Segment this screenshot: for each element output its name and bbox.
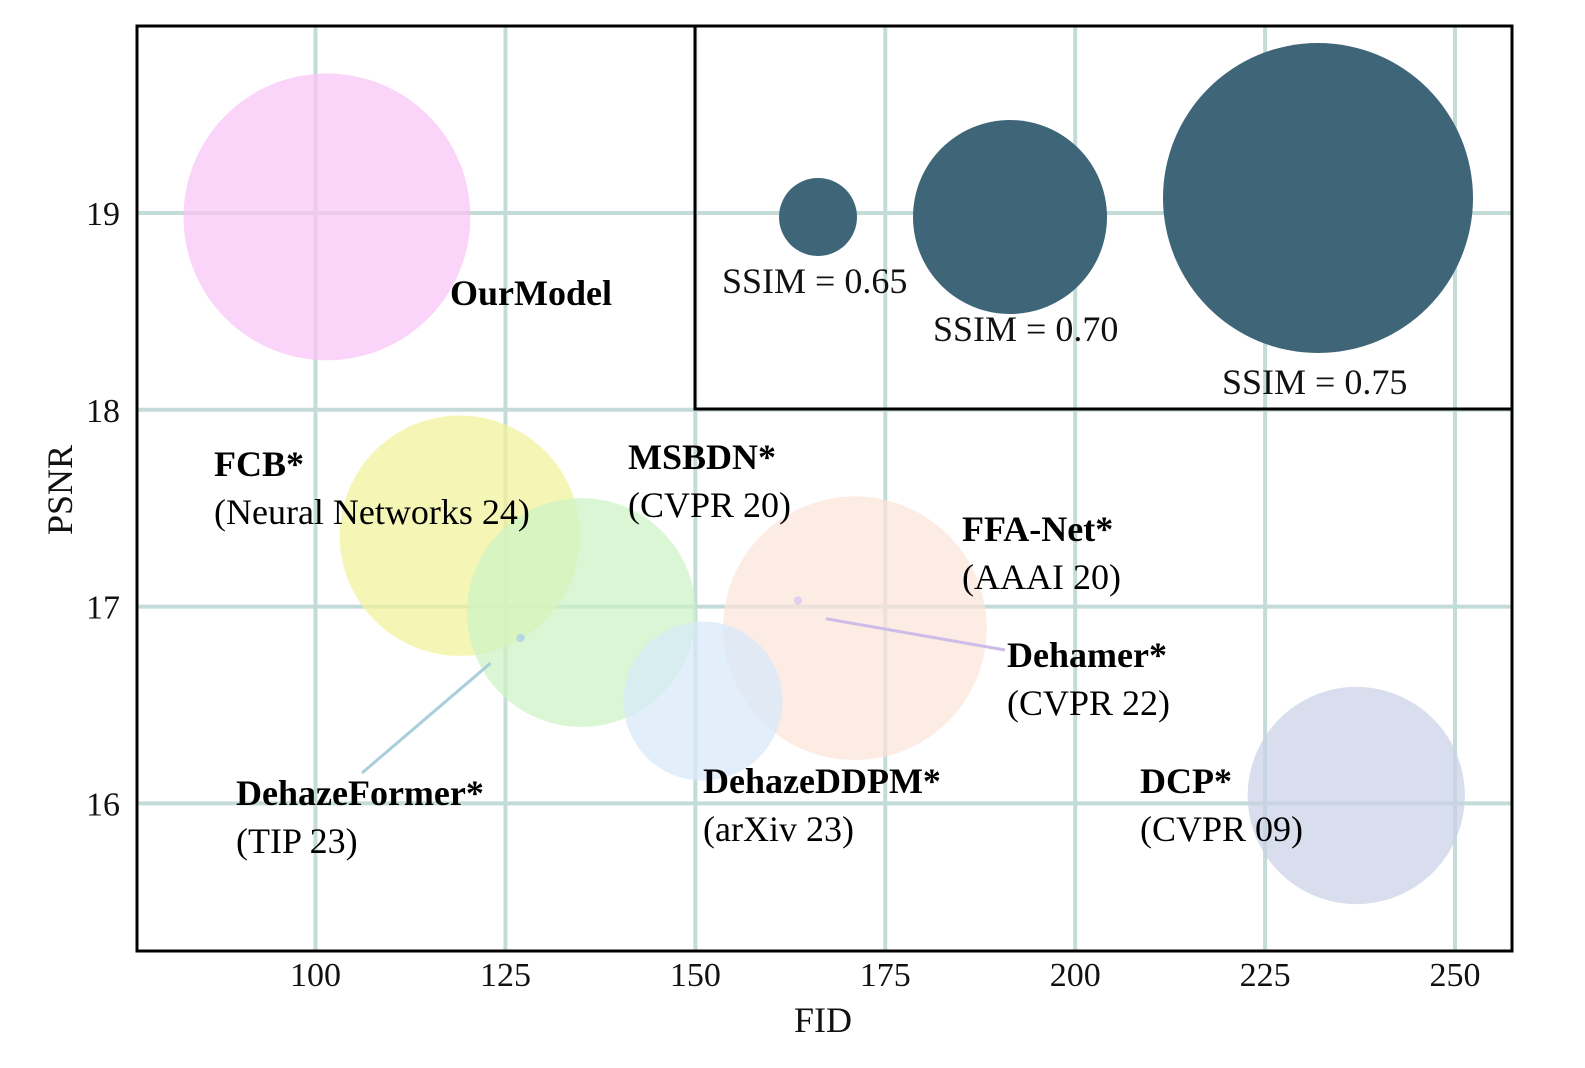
x-tick-label: 100 (290, 957, 341, 994)
x-tick-label: 250 (1430, 957, 1481, 994)
label-dehamer: Dehamer* (1007, 635, 1167, 675)
y-tick-label: 16 (86, 786, 120, 823)
leader-line-dehazeformer (361, 661, 492, 775)
venue-dehazeformer: (TIP 23) (236, 821, 358, 861)
label-dcp: DCP* (1140, 761, 1232, 801)
bubble-dehazeformer (516, 633, 525, 643)
bubble-ourmodel (183, 73, 471, 361)
label-dehazeddpm: DehazeDDPM* (703, 761, 941, 801)
x-tick-label: 175 (860, 957, 911, 994)
label-dehazeformer: DehazeFormer* (236, 773, 484, 813)
legend-label: SSIM = 0.75 (1222, 362, 1407, 402)
y-tick-label: 18 (86, 393, 120, 430)
legend-label: SSIM = 0.65 (722, 261, 907, 301)
label-ourmodel: OurModel (450, 273, 612, 313)
bubbles (183, 73, 1465, 905)
label-fcb: FCB* (214, 444, 304, 484)
x-axis-label: FID (794, 1000, 852, 1040)
method-labels: OurModel FCB* (Neural Networks 24) MSBDN* (C… (214, 273, 1303, 861)
tick-labels: 100 125 150 175 200 225 250 16 17 18 19 (86, 196, 1481, 994)
bubble-dehamer (793, 596, 803, 605)
leader-line-dehamer (825, 617, 1006, 652)
leader-lines (361, 617, 1006, 775)
x-tick-label: 200 (1050, 957, 1101, 994)
bubble-dcp (1247, 686, 1465, 905)
venue-msbdn: (CVPR 20) (628, 485, 791, 525)
plot-frame (135, 24, 1514, 953)
label-ffa-net: FFA-Net* (962, 509, 1113, 549)
y-tick-label: 17 (86, 590, 120, 627)
legend-bubble (913, 120, 1107, 314)
bubble-ffa-net (723, 496, 987, 761)
venue-fcb: (Neural Networks 24) (214, 492, 530, 532)
legend-label: SSIM = 0.70 (933, 309, 1118, 349)
venue-ffa-net: (AAAI 20) (962, 557, 1121, 597)
venue-dehazeddpm: (arXiv 23) (703, 809, 854, 849)
label-msbdn: MSBDN* (628, 437, 776, 477)
bubble-dehazeddpm (623, 621, 783, 781)
x-tick-label: 225 (1240, 957, 1291, 994)
x-tick-label: 150 (670, 957, 721, 994)
ssim-size-legend: SSIM = 0.65 SSIM = 0.70 SSIM = 0.75 (693, 24, 1514, 411)
y-tick-label: 19 (86, 196, 120, 233)
y-axis-label: PSNR (40, 445, 80, 535)
x-tick-label: 125 (480, 957, 531, 994)
legend-bubble (1163, 43, 1473, 353)
venue-dehamer: (CVPR 22) (1007, 683, 1170, 723)
legend-bubble (779, 178, 857, 256)
venue-dcp: (CVPR 09) (1140, 809, 1303, 849)
